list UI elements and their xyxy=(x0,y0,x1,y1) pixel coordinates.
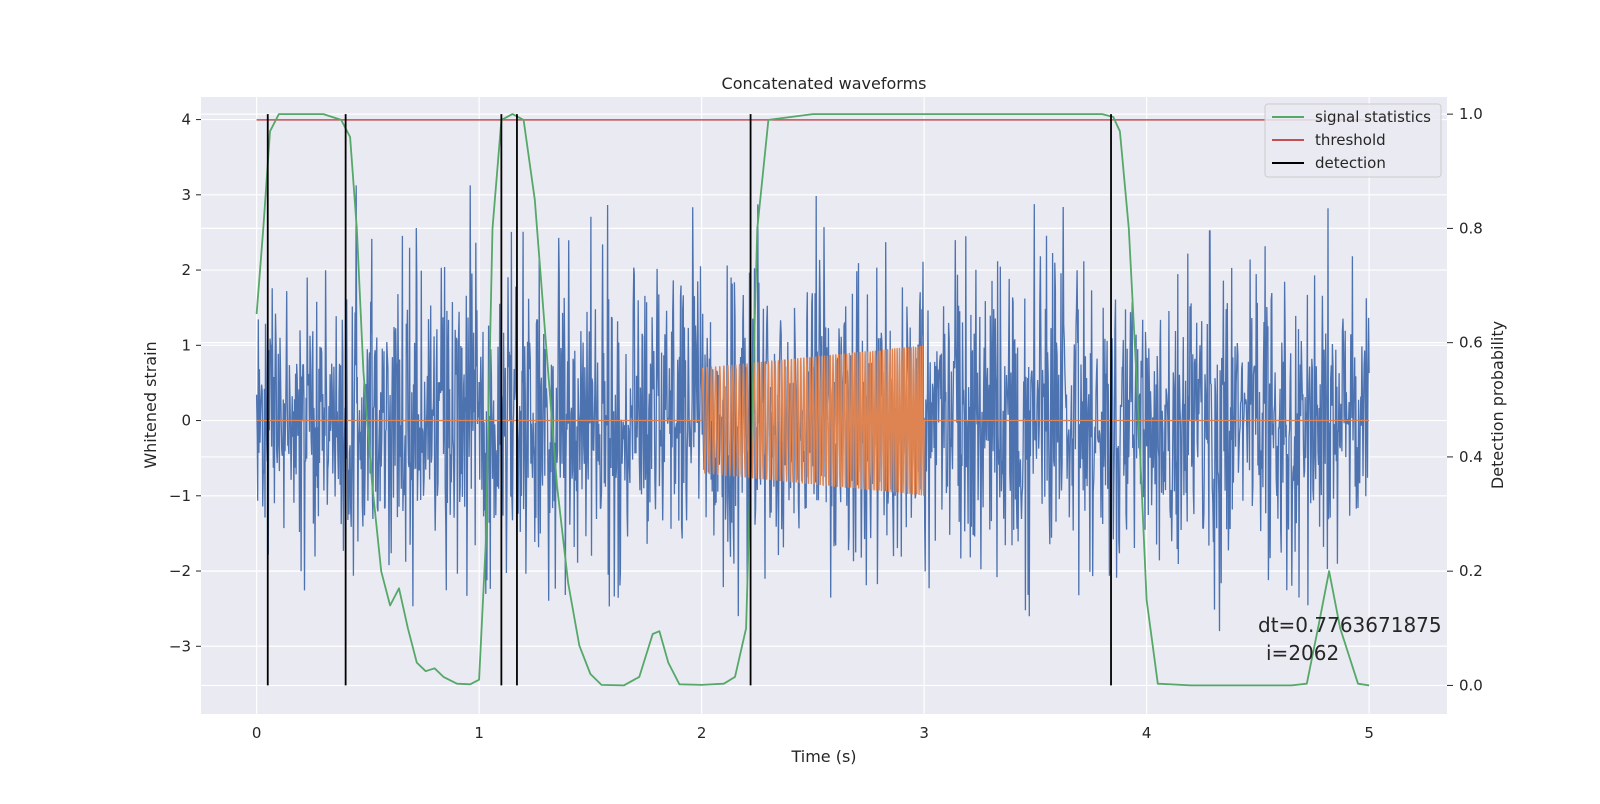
x-axis-label: Time (s) xyxy=(790,747,856,766)
right-y-tick-label: 1.0 xyxy=(1459,105,1483,123)
right-y-tick-label: 0.8 xyxy=(1459,219,1483,237)
right-y-tick-label: 0.2 xyxy=(1459,562,1483,580)
legend-label-detection: detection xyxy=(1315,154,1386,172)
x-axis-ticks: 0 1 2 3 4 5 xyxy=(252,724,1374,742)
legend-label-signal-statistics: signal statistics xyxy=(1315,108,1431,126)
left-y-tick-label: 2 xyxy=(181,261,191,279)
legend-item-detection: detection xyxy=(1272,154,1386,172)
legend: signal statistics threshold detection xyxy=(1264,103,1442,178)
left-y-tick-label: 1 xyxy=(181,336,191,354)
legend-box xyxy=(1264,103,1442,178)
annotation-dt: dt=0.7763671875 xyxy=(1258,613,1442,637)
x-tick-label: 0 xyxy=(252,724,262,742)
x-tick-label: 4 xyxy=(1142,724,1152,742)
series-signal-statistics xyxy=(255,113,1370,687)
right-y-tick-label: 0.6 xyxy=(1459,334,1483,352)
right-y-axis-label: Detection probability xyxy=(1488,321,1507,489)
annotation-index: i=2062 xyxy=(1266,641,1339,665)
left-y-tick-label: 4 xyxy=(181,111,191,129)
chart-title: Concatenated waveforms xyxy=(722,74,927,93)
left-y-tick-label: −1 xyxy=(169,487,191,505)
series-layer xyxy=(255,113,1370,687)
x-tick-label: 1 xyxy=(474,724,484,742)
left-y-tick-label: 3 xyxy=(181,186,191,204)
right-y-axis-ticks: 0.0 0.2 0.4 0.6 0.8 1.0 xyxy=(1447,105,1483,694)
left-y-axis-ticks: −3 −2 −1 0 1 2 3 4 xyxy=(169,111,201,655)
left-y-axis-label: Whitened strain xyxy=(141,341,160,468)
x-tick-label: 2 xyxy=(697,724,707,742)
left-y-tick-label: 0 xyxy=(181,412,191,430)
annotation: dt=0.7763671875 i=2062 xyxy=(1258,613,1442,665)
legend-item-signal-statistics: signal statistics xyxy=(1272,108,1431,126)
right-y-tick-label: 0.0 xyxy=(1459,676,1483,694)
legend-label-threshold: threshold xyxy=(1315,131,1386,149)
series-strain-noise xyxy=(255,185,1370,632)
legend-item-threshold: threshold xyxy=(1272,131,1386,149)
left-y-tick-label: −2 xyxy=(169,562,191,580)
series-injected-signal xyxy=(256,345,1370,496)
right-y-tick-label: 0.4 xyxy=(1459,448,1483,466)
x-tick-label: 3 xyxy=(919,724,929,742)
left-y-tick-label: −3 xyxy=(169,637,191,655)
x-tick-label: 5 xyxy=(1364,724,1374,742)
